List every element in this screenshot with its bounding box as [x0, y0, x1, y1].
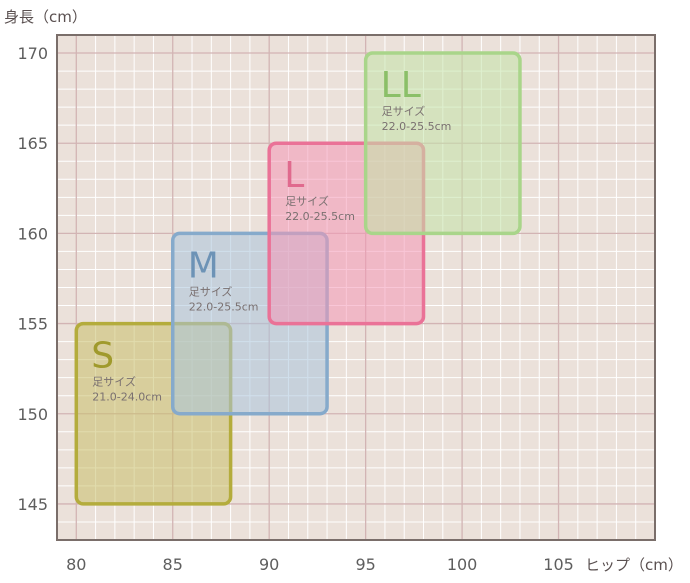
x-axis-title: ヒップ（cm） — [585, 556, 683, 574]
y-tick-label: 150 — [17, 405, 48, 424]
size-box-s-foot-range: 21.0-24.0cm — [92, 391, 162, 404]
x-tick-label: 100 — [447, 555, 478, 574]
size-box-labels: S足サイズ21.0-24.0cmM足サイズ22.0-25.5cmL足サイズ22.… — [91, 65, 451, 404]
x-tick-labels: 80 85 90 95 100 105 — [66, 555, 574, 574]
y-axis-title: 身長（cm） — [4, 8, 87, 26]
size-box-l-foot-label: 足サイズ — [285, 194, 329, 208]
size-box-m-foot-range: 22.0-25.5cm — [189, 300, 259, 313]
x-tick-label: 90 — [259, 555, 279, 574]
size-boxes — [74, 51, 522, 506]
y-tick-label: 165 — [17, 134, 48, 153]
size-box-ll-foot-label: 足サイズ — [382, 104, 426, 118]
size-box-s-letter: S — [91, 336, 114, 377]
y-tick-label: 160 — [17, 224, 48, 243]
size-box-m-foot-label: 足サイズ — [189, 284, 233, 298]
size-box-ll-letter: LL — [381, 65, 421, 106]
y-tick-label: 155 — [17, 315, 48, 334]
y-tick-labels: 145 150 155 160 165 170 — [17, 44, 48, 514]
size-box-m-letter: M — [188, 245, 219, 286]
x-tick-label: 80 — [66, 555, 86, 574]
size-box-l-foot-range: 22.0-25.5cm — [285, 210, 355, 223]
x-tick-label: 85 — [163, 555, 183, 574]
size-box-l-letter: L — [284, 155, 304, 196]
x-tick-label: 105 — [543, 555, 574, 574]
size-box-s-foot-label: 足サイズ — [92, 375, 136, 389]
y-tick-label: 145 — [17, 495, 48, 514]
plot-frame — [56, 34, 656, 541]
size-box-ll-foot-range: 22.0-25.5cm — [382, 120, 452, 133]
y-tick-label: 170 — [17, 44, 48, 63]
x-tick-label: 95 — [355, 555, 375, 574]
size-box-ll — [363, 51, 522, 236]
